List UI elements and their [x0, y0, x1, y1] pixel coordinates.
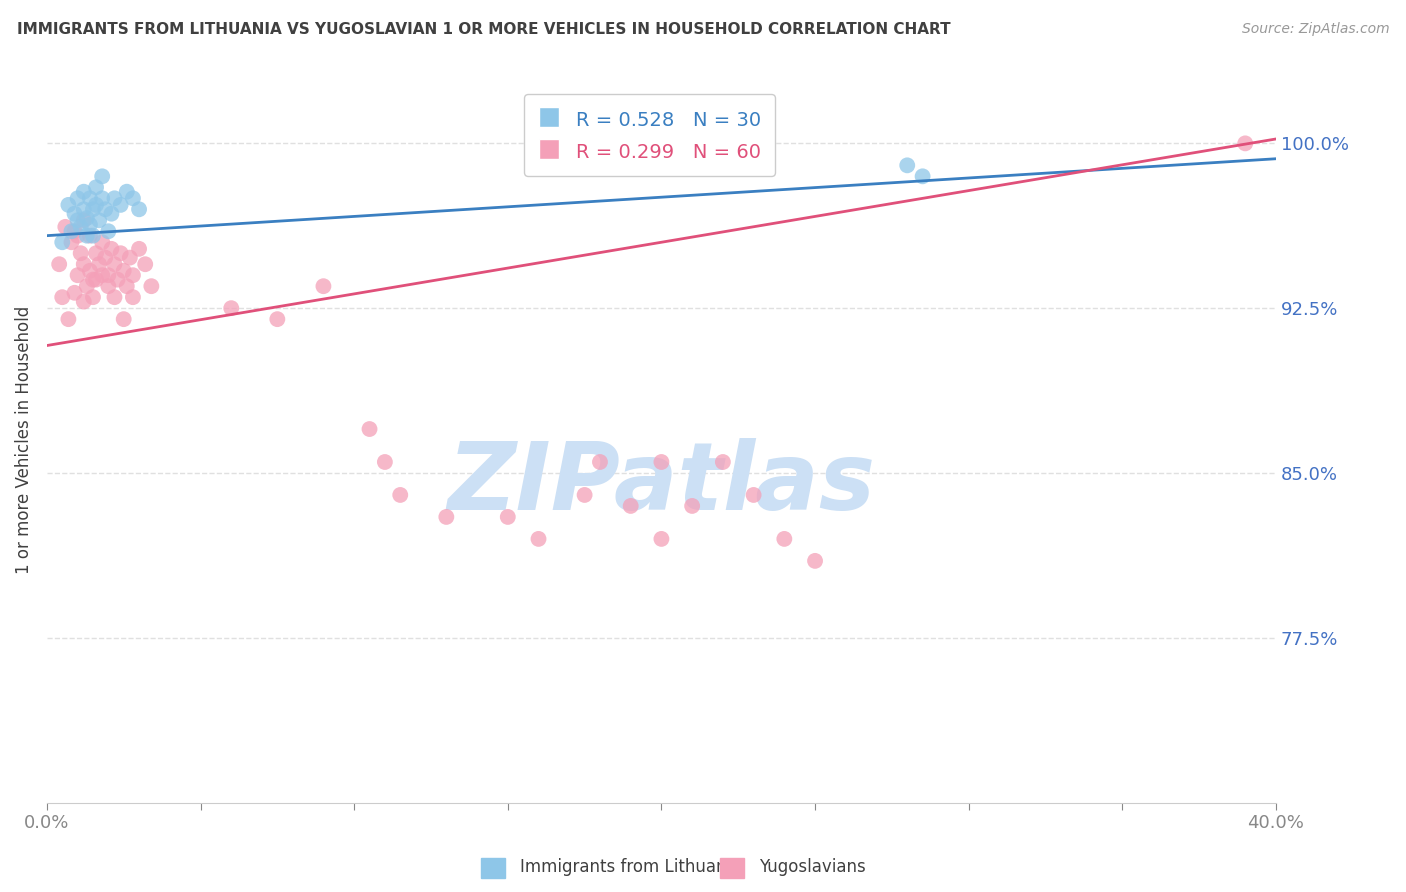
Point [496, 510, 519, 524]
Point [97, 224, 120, 238]
Point [118, 251, 141, 265]
Point [63, 285, 86, 300]
Point [76, 279, 98, 293]
Point [650, 532, 672, 546]
Legend: R = 0.528   N = 30, R = 0.299   N = 60: R = 0.528 N = 30, R = 0.299 N = 60 [523, 95, 775, 177]
Point [89, 257, 111, 271]
Point [911, 169, 934, 184]
Text: Yugoslavians: Yugoslavians [759, 858, 866, 876]
Point [66, 213, 89, 227]
Point [79, 218, 101, 232]
Point [115, 279, 138, 293]
Point [82, 228, 104, 243]
Point [620, 499, 643, 513]
Point [681, 499, 703, 513]
Point [73, 294, 96, 309]
Point [51, 235, 73, 250]
Point [73, 185, 96, 199]
Point [110, 246, 132, 260]
Point [107, 272, 129, 286]
Point [79, 264, 101, 278]
Point [66, 228, 89, 243]
Point [97, 279, 120, 293]
Point [219, 301, 242, 315]
Point [1234, 136, 1257, 151]
Point [48, 257, 70, 271]
Point [60, 235, 83, 250]
Point [773, 532, 796, 546]
Point [103, 257, 125, 271]
Point [100, 207, 122, 221]
Point [82, 202, 104, 217]
Point [115, 185, 138, 199]
Point [73, 202, 96, 217]
Point [128, 242, 150, 256]
Point [122, 268, 145, 283]
Point [84, 246, 107, 260]
Point [389, 488, 412, 502]
Text: Immigrants from Lithuania: Immigrants from Lithuania [520, 858, 741, 876]
Point [374, 455, 396, 469]
Point [103, 290, 125, 304]
Point [359, 422, 381, 436]
Point [66, 191, 89, 205]
Point [103, 191, 125, 205]
Point [84, 272, 107, 286]
Point [53, 219, 76, 234]
Point [84, 180, 107, 194]
Point [82, 290, 104, 304]
Point [84, 198, 107, 212]
Point [82, 272, 104, 286]
Point [527, 532, 550, 546]
Text: ZIPatlas: ZIPatlas [447, 438, 876, 530]
Point [650, 455, 672, 469]
Point [94, 251, 117, 265]
Point [100, 242, 122, 256]
Point [60, 224, 83, 238]
Point [66, 268, 89, 283]
Text: Source: ZipAtlas.com: Source: ZipAtlas.com [1241, 22, 1389, 37]
Point [91, 169, 114, 184]
Point [896, 158, 918, 172]
Point [141, 279, 163, 293]
Point [73, 257, 96, 271]
Text: IMMIGRANTS FROM LITHUANIA VS YUGOSLAVIAN 1 OR MORE VEHICLES IN HOUSEHOLD CORRELA: IMMIGRANTS FROM LITHUANIA VS YUGOSLAVIAN… [17, 22, 950, 37]
Point [112, 312, 135, 326]
Point [73, 213, 96, 227]
Point [589, 455, 612, 469]
Point [58, 312, 80, 326]
Point [63, 224, 86, 238]
Point [742, 488, 765, 502]
Point [711, 455, 734, 469]
Point [312, 279, 335, 293]
Point [122, 191, 145, 205]
Point [89, 213, 111, 227]
Point [69, 219, 91, 234]
Point [110, 198, 132, 212]
Point [91, 191, 114, 205]
Y-axis label: 1 or more Vehicles in Household: 1 or more Vehicles in Household [15, 306, 32, 574]
Point [112, 264, 135, 278]
Point [91, 235, 114, 250]
Point [91, 268, 114, 283]
Point [63, 207, 86, 221]
Point [434, 510, 457, 524]
Point [804, 554, 827, 568]
Point [51, 290, 73, 304]
Point [79, 228, 101, 243]
Point [69, 246, 91, 260]
Point [58, 198, 80, 212]
Point [94, 202, 117, 217]
Point [574, 488, 596, 502]
Point [122, 290, 145, 304]
Point [134, 257, 156, 271]
Point [128, 202, 150, 217]
Point [79, 191, 101, 205]
Point [266, 312, 288, 326]
Point [76, 211, 98, 225]
Point [76, 228, 98, 243]
Point [97, 268, 120, 283]
